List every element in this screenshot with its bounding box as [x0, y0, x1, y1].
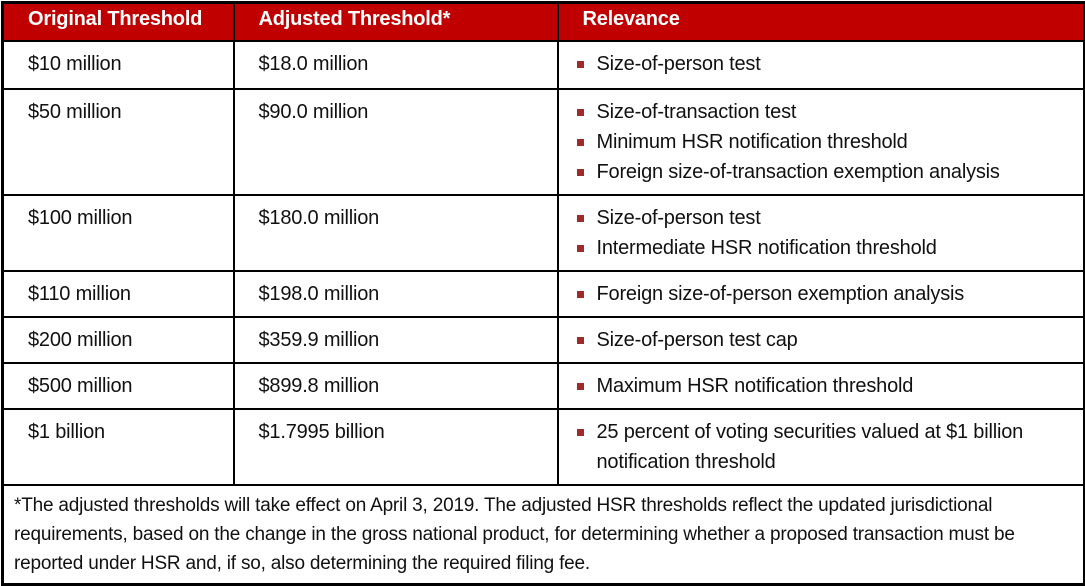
relevance-text: Maximum HSR notification threshold	[596, 374, 914, 397]
relevance-list: Size-of-transaction test Minimum HSR not…	[576, 97, 1074, 187]
relevance-item: 25 percent of voting securities valued a…	[576, 417, 1074, 477]
relevance-cell: Size-of-person test	[556, 39, 1085, 90]
relevance-list: Size-of-person test Intermediate HSR not…	[576, 203, 1074, 263]
adjusted-threshold-cell: $359.9 million	[232, 315, 559, 364]
original-threshold-cell: $500 million	[1, 361, 235, 410]
relevance-text: Size-of-transaction test	[596, 100, 797, 123]
relevance-list: Foreign size-of-person exemption analysi…	[576, 279, 1074, 309]
bullet-icon	[576, 336, 584, 344]
relevance-text: 25 percent of voting securities valued a…	[596, 420, 1024, 473]
adjusted-threshold-cell: $198.0 million	[232, 269, 559, 318]
bullet-icon	[576, 214, 584, 222]
relevance-text: Minimum HSR notification threshold	[596, 130, 908, 153]
relevance-text: Size-of-person test	[596, 206, 761, 229]
adjusted-threshold-cell: $899.8 million	[232, 361, 559, 410]
table-body: $10 million $18.0 million Size-of-person…	[1, 39, 1085, 585]
bullet-icon	[576, 290, 584, 298]
adjusted-threshold-cell: $90.0 million	[232, 87, 559, 196]
table-row: $50 million $90.0 million Size-of-transa…	[1, 87, 1085, 196]
column-header-original-threshold: Original Threshold	[1, 1, 235, 42]
relevance-item: Foreign size-of-person exemption analysi…	[576, 279, 1074, 309]
table-row: $500 million $899.8 million Maximum HSR …	[1, 361, 1085, 410]
relevance-cell: 25 percent of voting securities valued a…	[556, 407, 1085, 486]
relevance-item: Maximum HSR notification threshold	[576, 371, 1074, 401]
relevance-list: 25 percent of voting securities valued a…	[576, 417, 1074, 477]
relevance-list: Size-of-person test	[576, 49, 1074, 79]
relevance-item: Size-of-person test cap	[576, 325, 1074, 355]
column-header-relevance: Relevance	[556, 1, 1085, 42]
bullet-icon	[576, 108, 584, 116]
bullet-icon	[576, 428, 584, 436]
table-row: $1 billion $1.7995 billion 25 percent of…	[1, 407, 1085, 486]
relevance-text: Foreign size-of-person exemption analysi…	[596, 282, 965, 305]
original-threshold-cell: $110 million	[1, 269, 235, 318]
relevance-cell: Size-of-transaction test Minimum HSR not…	[556, 87, 1085, 196]
relevance-item: Intermediate HSR notification threshold	[576, 233, 1074, 263]
bullet-icon	[576, 168, 584, 176]
relevance-text: Size-of-person test	[596, 52, 761, 75]
table-row: $10 million $18.0 million Size-of-person…	[1, 39, 1085, 90]
relevance-text: Foreign size-of-transaction exemption an…	[596, 160, 1000, 183]
adjusted-threshold-cell: $180.0 million	[232, 193, 559, 272]
bullet-icon	[576, 244, 584, 252]
relevance-item: Size-of-person test	[576, 49, 1074, 79]
footnote: *The adjusted thresholds will take effec…	[1, 483, 1085, 585]
bullet-icon	[576, 138, 584, 146]
bullet-icon	[576, 60, 584, 68]
relevance-item: Size-of-transaction test	[576, 97, 1074, 127]
table-row: $100 million $180.0 million Size-of-pers…	[1, 193, 1085, 272]
relevance-item: Minimum HSR notification threshold	[576, 127, 1074, 157]
relevance-cell: Size-of-person test Intermediate HSR not…	[556, 193, 1085, 272]
original-threshold-cell: $100 million	[1, 193, 235, 272]
table-header: Original Threshold Adjusted Threshold* R…	[1, 1, 1085, 42]
relevance-text: Size-of-person test cap	[596, 328, 798, 351]
header-row: Original Threshold Adjusted Threshold* R…	[1, 1, 1085, 42]
relevance-cell: Size-of-person test cap	[556, 315, 1085, 364]
column-header-adjusted-threshold: Adjusted Threshold*	[232, 1, 559, 42]
original-threshold-cell: $200 million	[1, 315, 235, 364]
relevance-list: Size-of-person test cap	[576, 325, 1074, 355]
bullet-icon	[576, 382, 584, 390]
adjusted-threshold-cell: $18.0 million	[232, 39, 559, 90]
relevance-list: Maximum HSR notification threshold	[576, 371, 1074, 401]
table-row: $110 million $198.0 million Foreign size…	[1, 269, 1085, 318]
relevance-item: Foreign size-of-transaction exemption an…	[576, 157, 1074, 187]
relevance-item: Size-of-person test	[576, 203, 1074, 233]
original-threshold-cell: $1 billion	[1, 407, 235, 486]
relevance-text: Intermediate HSR notification threshold	[596, 236, 937, 259]
relevance-cell: Foreign size-of-person exemption analysi…	[556, 269, 1085, 318]
original-threshold-cell: $50 million	[1, 87, 235, 196]
footnote-row: *The adjusted thresholds will take effec…	[1, 483, 1085, 585]
relevance-cell: Maximum HSR notification threshold	[556, 361, 1085, 410]
original-threshold-cell: $10 million	[1, 39, 235, 90]
adjusted-threshold-cell: $1.7995 billion	[232, 407, 559, 486]
table-row: $200 million $359.9 million Size-of-pers…	[1, 315, 1085, 364]
